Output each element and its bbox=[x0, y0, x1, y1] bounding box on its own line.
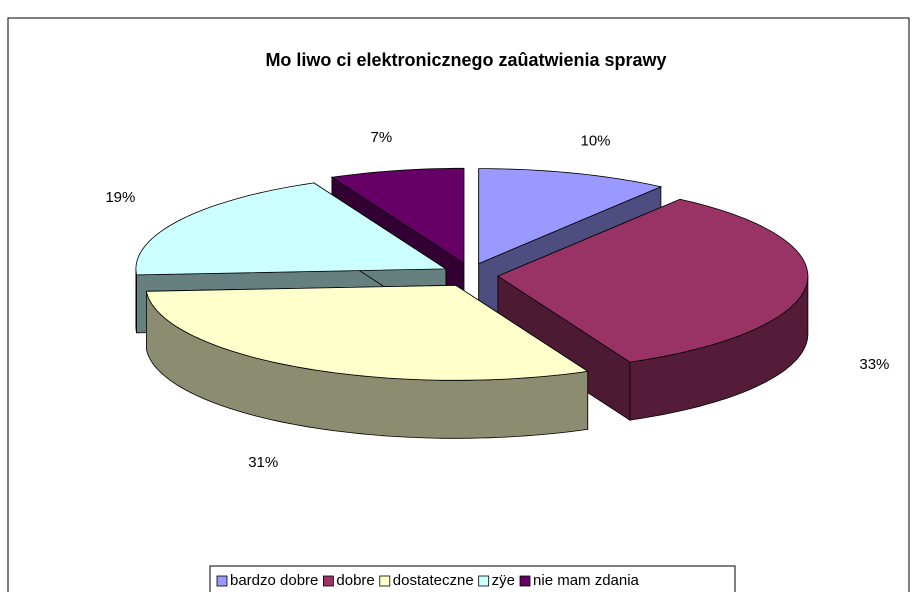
data-label: 10% bbox=[581, 132, 611, 149]
slice bbox=[478, 168, 663, 265]
legend: bardzo dobre dobre dostateczne zÿe nie mam z… bbox=[216, 572, 640, 589]
data-label: 7% bbox=[371, 129, 393, 146]
legend-label: dobre bbox=[336, 572, 374, 589]
data-label: 19% bbox=[105, 189, 135, 206]
legend-label: zÿe bbox=[492, 572, 515, 589]
legend-swatch bbox=[379, 575, 391, 587]
legend-swatch bbox=[216, 575, 228, 587]
legend-label: nie mam zdania bbox=[533, 572, 640, 589]
data-label: 31% bbox=[248, 454, 278, 471]
slice bbox=[330, 167, 465, 265]
legend-label: dostateczne bbox=[393, 572, 474, 589]
slice bbox=[145, 284, 589, 381]
legend-label: bardzo dobre bbox=[230, 572, 318, 589]
slice bbox=[497, 198, 809, 363]
chart-title: Mo liwo ci elektronicznego zaûatwienia s… bbox=[265, 50, 666, 70]
legend-swatch bbox=[478, 575, 490, 587]
legend-swatch bbox=[323, 575, 334, 587]
data-label: 33% bbox=[859, 356, 889, 373]
slice-wall bbox=[135, 268, 137, 333]
slice bbox=[135, 182, 448, 276]
legend-swatch bbox=[519, 575, 531, 587]
pie: 7% 10% 19% 33% 31% bbox=[105, 129, 889, 471]
legend-box bbox=[209, 565, 736, 592]
